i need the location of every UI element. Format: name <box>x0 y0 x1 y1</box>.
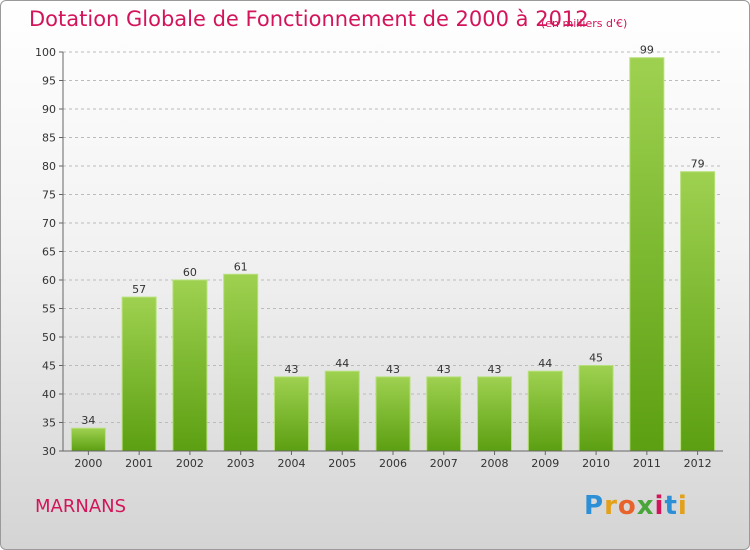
data-label: 43 <box>488 363 502 376</box>
data-label: 79 <box>691 158 705 171</box>
chart-subtitle: (en milliers d'€) <box>541 17 628 30</box>
y-tick-label: 40 <box>42 388 56 401</box>
x-tick-label: 2010 <box>582 457 610 470</box>
bar <box>578 365 614 452</box>
y-tick-label: 100 <box>35 46 56 59</box>
x-tick-label: 2011 <box>633 457 661 470</box>
bars: 34 57 60 61 43 44 43 43 43 44 45 99 79 <box>70 44 716 452</box>
data-label: 45 <box>589 352 603 365</box>
y-tick-label: 75 <box>42 189 56 202</box>
x-tick-label: 2002 <box>176 457 204 470</box>
y-tick-label: 70 <box>42 217 56 230</box>
x-tick-label: 2007 <box>430 457 458 470</box>
data-label: 43 <box>284 363 298 376</box>
x-tick-label: 2003 <box>227 457 255 470</box>
commune-name: MARNANS <box>35 496 127 517</box>
logo-letter: i <box>677 491 688 521</box>
bar <box>121 296 157 452</box>
bar <box>527 370 563 452</box>
y-tick-label: 55 <box>42 303 56 316</box>
x-tick-label: 2008 <box>481 457 509 470</box>
y-tick-label: 35 <box>42 417 56 430</box>
proxiti-logo[interactable]: Proxiti <box>584 491 688 521</box>
chart-title: Dotation Globale de Fonctionnement de 20… <box>29 7 589 31</box>
data-label: 43 <box>437 363 451 376</box>
data-label: 43 <box>386 363 400 376</box>
x-tick-label: 2005 <box>328 457 356 470</box>
logo-letter: o <box>617 491 637 521</box>
bar <box>273 376 309 452</box>
x-tick-label: 2006 <box>379 457 407 470</box>
logo-letter: x <box>636 491 655 521</box>
y-tick-label: 45 <box>42 360 56 373</box>
bar <box>223 273 259 452</box>
x-tick-label: 2000 <box>74 457 102 470</box>
y-tick-label: 60 <box>42 274 56 287</box>
data-label: 57 <box>132 283 146 296</box>
data-label: 61 <box>234 260 248 273</box>
x-tick-label: 2001 <box>125 457 153 470</box>
bar <box>172 279 208 452</box>
data-label: 60 <box>183 266 197 279</box>
x-tick-label: 2009 <box>531 457 559 470</box>
bar <box>375 376 411 452</box>
y-tick-label: 90 <box>42 103 56 116</box>
data-label: 34 <box>81 414 95 427</box>
data-label: 44 <box>538 357 552 370</box>
bar <box>426 376 462 452</box>
y-tick-label: 30 <box>42 445 56 458</box>
logo-letter: P <box>584 491 605 521</box>
bar <box>629 57 665 452</box>
x-tick-label: 2012 <box>684 457 712 470</box>
data-label: 99 <box>640 44 654 57</box>
bar <box>680 171 716 452</box>
data-label: 44 <box>335 357 349 370</box>
y-tick-label: 80 <box>42 160 56 173</box>
bar <box>324 370 360 452</box>
y-tick-label: 85 <box>42 132 56 145</box>
x-tick-label: 2004 <box>277 457 305 470</box>
bar <box>477 376 513 452</box>
logo-letter: r <box>604 491 618 521</box>
bar <box>70 427 106 452</box>
logo-letter: t <box>664 491 678 521</box>
y-tick-label: 65 <box>42 246 56 259</box>
axes: 30 35 40 45 50 55 60 65 70 75 80 85 90 95 100 2000 2001 2… <box>35 46 723 470</box>
y-tick-label: 95 <box>42 75 56 88</box>
logo-letter: i <box>654 491 665 521</box>
y-tick-label: 50 <box>42 331 56 344</box>
